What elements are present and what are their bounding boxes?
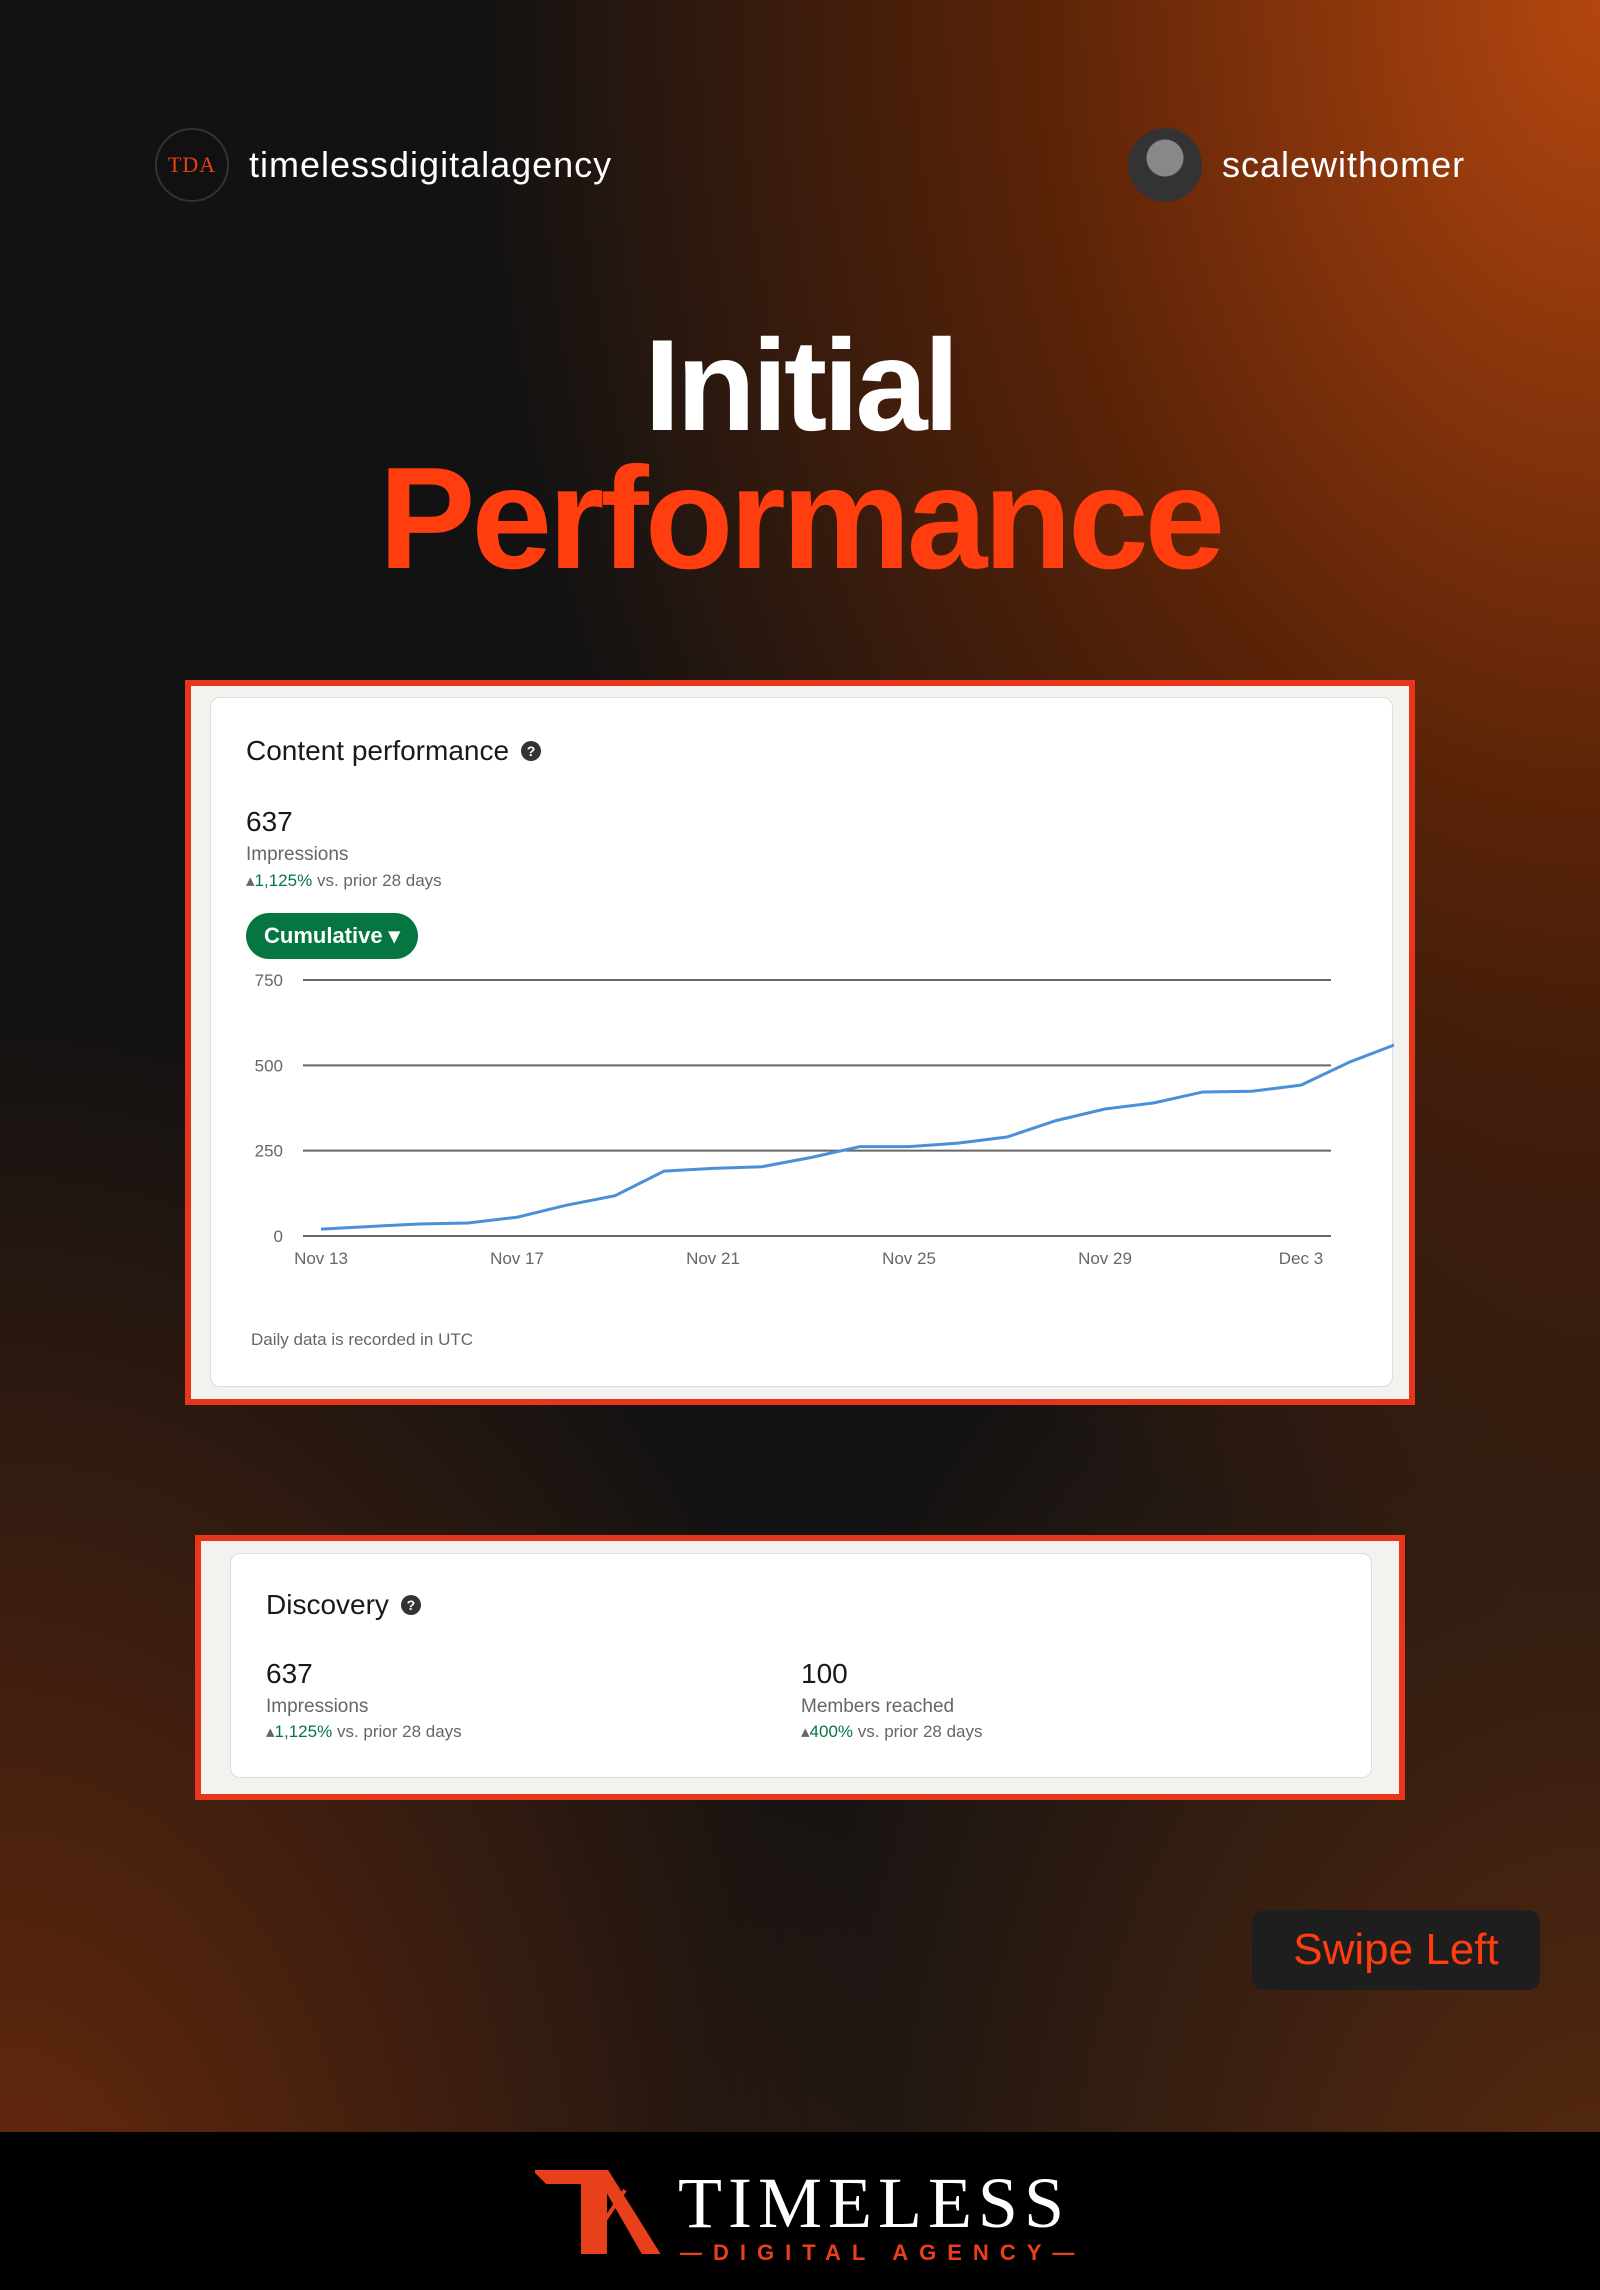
impressions-change: ▴1,125% vs. prior 28 days bbox=[246, 871, 442, 890]
impressions-line bbox=[320, 1043, 1394, 1231]
impressions-change: ▴1,125% vs. prior 28 days bbox=[266, 1722, 462, 1741]
user-handle-text: scalewithomer bbox=[1222, 144, 1466, 185]
x-tick-label: Nov 21 bbox=[686, 1249, 740, 1268]
x-tick-label: Nov 25 bbox=[882, 1249, 936, 1268]
content-performance-card: Content performance? 637 Impressions ▴1,… bbox=[210, 697, 1394, 1387]
impressions-chart: 0 250 500 750 Nov 13 Nov 17 Nov 21 Nov 25 Nov 29… bbox=[255, 971, 1394, 1268]
card-title: Discovery bbox=[266, 1589, 389, 1620]
card-title: Content performance bbox=[246, 735, 510, 766]
impressions-label: Impressions bbox=[266, 1696, 369, 1717]
question-circle-icon[interactable]: ? bbox=[400, 1595, 421, 1615]
x-tick-label: Nov 13 bbox=[294, 1249, 348, 1268]
impressions-value: 637 bbox=[266, 1658, 313, 1689]
title-line2: Performance bbox=[378, 437, 1226, 599]
x-tick-label: Nov 29 bbox=[1078, 1249, 1132, 1268]
user-avatar bbox=[1128, 128, 1202, 202]
y-tick-label: 500 bbox=[255, 1056, 283, 1075]
members-label: Members reached bbox=[801, 1696, 955, 1717]
question-circle-icon[interactable]: ? bbox=[521, 741, 542, 761]
members-value: 100 bbox=[801, 1658, 848, 1689]
title-line1: Initial bbox=[644, 312, 959, 458]
x-tick-label: Nov 17 bbox=[490, 1249, 544, 1268]
footer-brand: TIMELESS bbox=[678, 2163, 1071, 2243]
footer: TIMELESS —DIGITAL AGENCY— bbox=[0, 2132, 1600, 2290]
agency-handle-text: timelessdigitalagency bbox=[249, 144, 613, 185]
utc-footnote: Daily data is recorded in UTC bbox=[251, 1330, 474, 1349]
tda-logo-mark bbox=[535, 2170, 661, 2254]
swipe-left-button[interactable]: Swipe Left bbox=[1252, 1910, 1540, 1990]
members-change: ▴400% vs. prior 28 days bbox=[801, 1722, 983, 1741]
y-tick-label: 0 bbox=[274, 1227, 283, 1246]
x-tick-label: Dec 3 bbox=[1279, 1249, 1323, 1268]
footer-sub: —DIGITAL AGENCY— bbox=[680, 2240, 1086, 2265]
cumulative-dropdown[interactable]: Cumulative ▾ bbox=[246, 913, 418, 959]
discovery-card: Discovery? 637 Impressions ▴1,125% vs. p… bbox=[230, 1553, 1372, 1778]
agency-handle[interactable]: TDA timelessdigitalagency bbox=[155, 128, 612, 202]
agency-avatar: TDA bbox=[155, 128, 229, 202]
impressions-label: Impressions bbox=[246, 844, 349, 865]
y-tick-label: 750 bbox=[255, 971, 283, 990]
user-handle[interactable]: scalewithomer bbox=[1128, 128, 1465, 202]
impressions-value: 637 bbox=[246, 806, 293, 837]
y-tick-label: 250 bbox=[255, 1142, 283, 1161]
